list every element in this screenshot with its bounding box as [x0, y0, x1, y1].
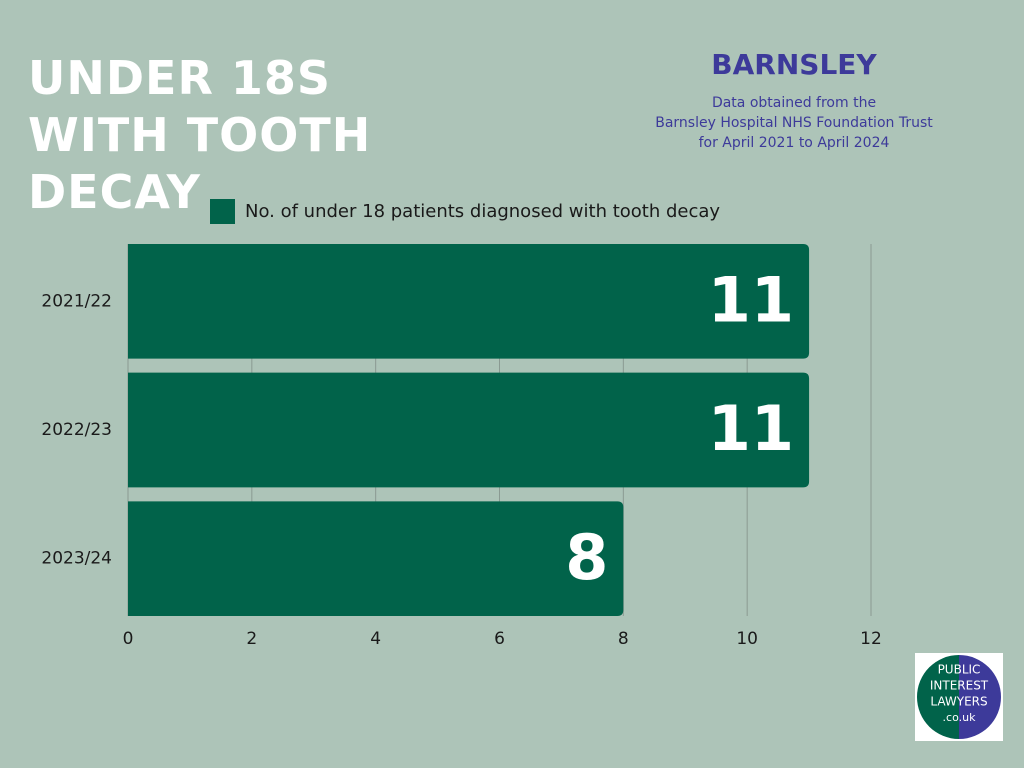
bar — [128, 501, 624, 616]
legend-swatch — [210, 199, 235, 224]
bar — [128, 244, 810, 359]
x-tick-label: 12 — [860, 629, 882, 649]
note-line: for April 2021 to April 2024 — [699, 135, 890, 151]
logo-text: LAWYERS — [930, 695, 987, 709]
x-tick-label: 6 — [494, 629, 505, 649]
bar — [128, 372, 810, 488]
logo-text: .co.uk — [943, 711, 977, 724]
x-tick-label: 0 — [123, 629, 134, 649]
x-tick-label: 10 — [736, 629, 758, 649]
chart-subtitle: BARNSLEY — [711, 48, 877, 81]
y-tick-label: 2021/22 — [41, 291, 112, 311]
value-label: 11 — [708, 392, 794, 465]
logo-text: INTEREST — [930, 679, 989, 693]
value-label: 8 — [565, 521, 608, 594]
note-line: Data obtained from the — [712, 95, 876, 111]
chart-title: UNDER 18S WITH TOOTH DECAY — [28, 51, 372, 219]
x-tick-label: 4 — [370, 629, 381, 649]
y-tick-label: 2022/23 — [41, 420, 112, 440]
note-line: Barnsley Hospital NHS Foundation Trust — [655, 115, 933, 131]
x-tick-label: 2 — [246, 629, 257, 649]
logo-text: PUBLIC — [938, 663, 981, 677]
legend-label: No. of under 18 patients diagnosed with … — [245, 201, 720, 222]
y-tick-label: 2023/24 — [41, 549, 112, 569]
logo: PUBLIC INTEREST LAWYERS .co.uk — [915, 653, 1003, 741]
value-label: 11 — [708, 263, 794, 336]
x-tick-label: 8 — [618, 629, 629, 649]
